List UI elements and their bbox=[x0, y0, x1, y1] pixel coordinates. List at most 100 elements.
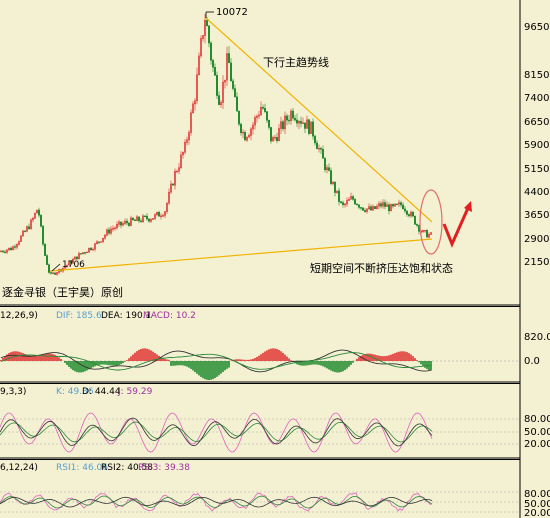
candle-body bbox=[24, 230, 26, 233]
candle-body bbox=[356, 203, 358, 206]
candle-body bbox=[372, 206, 374, 211]
candle-body bbox=[56, 272, 58, 275]
candle-body bbox=[426, 230, 428, 238]
candle-body bbox=[176, 170, 178, 173]
candle-body bbox=[196, 74, 198, 102]
candle-body bbox=[280, 121, 282, 129]
candle-body bbox=[166, 202, 168, 212]
candle-body bbox=[70, 261, 72, 264]
support-trend-line bbox=[49, 238, 433, 272]
main-y-axis: 9650 8150 7400 6650 5900 5150 4400 3650 … bbox=[524, 22, 549, 268]
up-arrow-icon bbox=[442, 201, 472, 248]
candle-body bbox=[116, 224, 118, 229]
candle-body bbox=[156, 211, 158, 215]
y-tick-label: 3650 bbox=[524, 210, 549, 221]
candle-body bbox=[358, 204, 360, 208]
candle-body bbox=[48, 264, 50, 273]
macd-dif-line bbox=[0, 349, 432, 373]
candle-body bbox=[314, 135, 316, 144]
candle-body bbox=[110, 228, 112, 234]
candle-body bbox=[90, 247, 92, 251]
downtrend-annotation: 下行主趋势线 bbox=[263, 55, 329, 69]
downtrend-line bbox=[205, 17, 433, 223]
candle-body bbox=[164, 211, 166, 216]
candle-body bbox=[122, 223, 124, 226]
candle-body bbox=[304, 122, 306, 129]
candle-body bbox=[102, 237, 104, 242]
candle-body bbox=[104, 234, 106, 239]
candle-body bbox=[278, 128, 280, 142]
kdj-j-line bbox=[0, 412, 433, 453]
kdj-y-tick: 50.00 bbox=[524, 427, 550, 438]
author-annotation: 逐金寻银（王宇昊）原创 bbox=[2, 285, 123, 299]
candle-body bbox=[386, 204, 388, 207]
candle-body bbox=[322, 149, 324, 159]
candle-body bbox=[228, 53, 230, 64]
candle-body bbox=[264, 108, 266, 112]
candle-body bbox=[10, 247, 12, 251]
candle-body bbox=[144, 215, 146, 217]
candle-body bbox=[130, 217, 132, 226]
squeeze-annotation: 短期空间不断挤压达饱和状态 bbox=[310, 261, 453, 275]
candle-body bbox=[256, 115, 258, 118]
y-tick-label: 2150 bbox=[524, 257, 549, 268]
candle-body bbox=[218, 95, 220, 105]
candle-body bbox=[364, 210, 366, 212]
candle-body bbox=[286, 115, 288, 121]
candlestick-series bbox=[0, 14, 432, 276]
candle-body bbox=[376, 205, 378, 209]
candle-body bbox=[352, 196, 354, 200]
candle-body bbox=[80, 253, 82, 255]
candle-body bbox=[344, 203, 346, 206]
candle-body bbox=[220, 102, 222, 105]
candle-body bbox=[316, 142, 318, 150]
candle-body bbox=[272, 137, 274, 142]
candle-body bbox=[416, 224, 418, 226]
rsi3-line bbox=[0, 496, 433, 508]
candle-body bbox=[240, 123, 242, 134]
candle-body bbox=[44, 243, 46, 256]
candle-body bbox=[242, 132, 244, 134]
rsi2-label: RSI2: 40.58 bbox=[101, 463, 153, 473]
candle-body bbox=[96, 241, 98, 244]
candle-body bbox=[46, 255, 48, 265]
candle-body bbox=[262, 107, 264, 109]
candle-body bbox=[366, 208, 368, 212]
candle-body bbox=[266, 111, 268, 121]
kdj-y-tick: 20.00 bbox=[524, 439, 550, 450]
candle-body bbox=[288, 119, 290, 122]
candle-body bbox=[106, 229, 108, 236]
candle-body bbox=[186, 139, 188, 143]
candle-body bbox=[192, 103, 194, 114]
candle-body bbox=[208, 25, 210, 44]
y-tick-label: 8150 bbox=[524, 70, 549, 81]
candle-body bbox=[72, 259, 74, 264]
kdj-j-label: J: 59.29 bbox=[117, 387, 153, 397]
candle-body bbox=[150, 219, 152, 222]
candle-body bbox=[294, 117, 296, 121]
candle-body bbox=[236, 96, 238, 112]
candle-body bbox=[64, 266, 66, 269]
candle-body bbox=[198, 55, 200, 76]
y-tick-label: 6650 bbox=[524, 117, 549, 128]
candle-body bbox=[298, 121, 300, 124]
candle-body bbox=[252, 124, 254, 130]
kdj-d-label: D: 44.44 bbox=[82, 387, 121, 397]
candle-body bbox=[222, 81, 224, 103]
candle-body bbox=[138, 216, 140, 222]
candle-body bbox=[154, 214, 156, 219]
candle-body bbox=[124, 220, 126, 224]
candle-body bbox=[424, 230, 426, 232]
candle-body bbox=[270, 127, 272, 142]
candle-body bbox=[12, 246, 14, 251]
macd-y-tick: 820.0 bbox=[524, 332, 550, 343]
candle-body bbox=[126, 220, 128, 224]
candle-body bbox=[216, 75, 218, 96]
macd-dea-line bbox=[0, 352, 432, 371]
candle-body bbox=[260, 107, 262, 116]
candle-body bbox=[392, 204, 394, 207]
candle-body bbox=[274, 137, 276, 139]
candle-body bbox=[112, 228, 114, 230]
candle-body bbox=[6, 249, 8, 253]
